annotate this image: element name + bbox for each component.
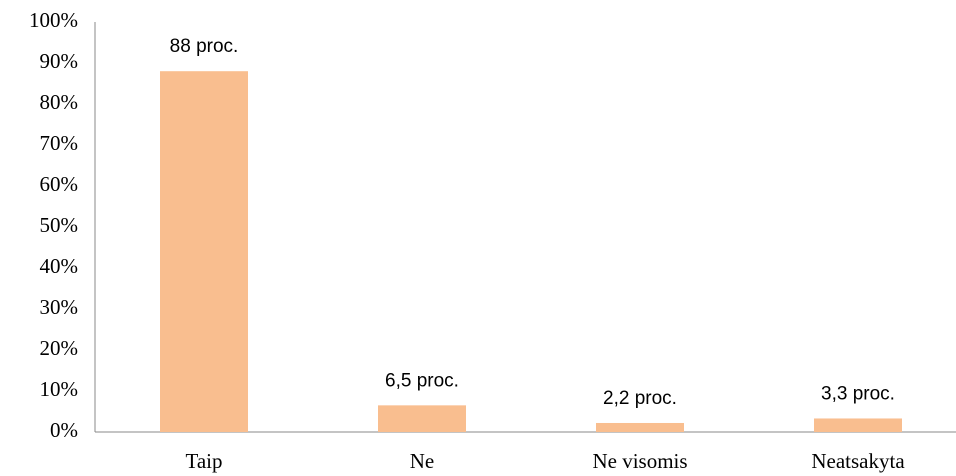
- value-label: 88 proc.: [170, 36, 239, 57]
- bar: [814, 418, 902, 432]
- value-label: 2,2 proc.: [603, 388, 677, 409]
- y-tick-label: 50%: [40, 213, 79, 237]
- x-tick-label: Neatsakyta: [811, 449, 905, 473]
- x-tick-label: Ne visomis: [592, 449, 687, 473]
- y-tick-label: 80%: [40, 90, 79, 114]
- y-tick-label: 70%: [40, 131, 79, 155]
- y-tick-label: 100%: [29, 8, 78, 32]
- value-label: 6,5 proc.: [385, 370, 459, 391]
- x-tick-label: Ne: [410, 449, 435, 473]
- y-tick-label: 20%: [40, 336, 79, 360]
- y-tick-label: 60%: [40, 172, 79, 196]
- y-tick-label: 10%: [40, 377, 79, 401]
- bar: [596, 422, 684, 432]
- y-tick-label: 30%: [40, 295, 79, 319]
- y-tick-label: 40%: [40, 254, 79, 278]
- bar: [378, 405, 466, 432]
- y-tick-label: 0%: [50, 418, 78, 442]
- y-tick-label: 90%: [40, 49, 79, 73]
- bar: [160, 71, 248, 432]
- value-label: 3,3 proc.: [821, 383, 895, 404]
- x-tick-label: Taip: [185, 449, 222, 473]
